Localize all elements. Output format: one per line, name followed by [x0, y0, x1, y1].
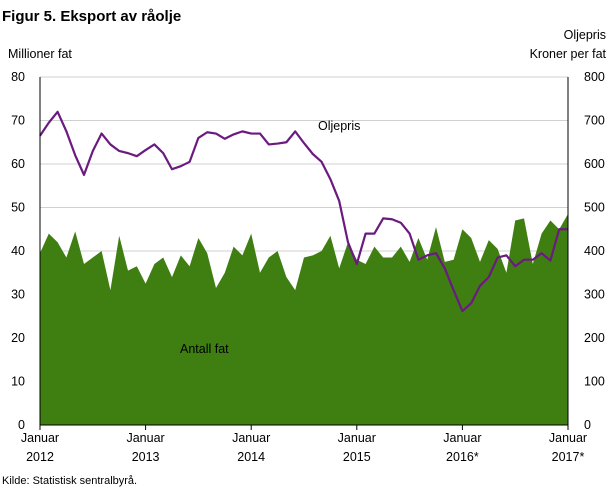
right-axis-label-line1: Oljepris [564, 28, 606, 42]
left-tick-label: 60 [11, 157, 25, 171]
oljepris-annotation: Oljepris [318, 119, 360, 133]
right-tick-label: 600 [584, 157, 605, 171]
left-axis-label: Millioner fat [8, 47, 72, 61]
right-axis-ticks: 0 100 200 300 400 500 600 700 800 [584, 70, 605, 432]
right-tick-label: 400 [584, 244, 605, 258]
x-tick-label-year: 2015 [343, 450, 371, 464]
left-tick-label: 10 [11, 375, 25, 389]
right-tick-label: 300 [584, 288, 605, 302]
oljepris-series [39, 110, 568, 313]
x-tick-label-month: Januar [21, 431, 59, 445]
x-tick-label-year: 2014 [237, 450, 265, 464]
left-tick-label: 20 [11, 331, 25, 345]
x-tick-label-year: 2017* [552, 450, 585, 464]
x-tick-label-year: 2016* [446, 450, 479, 464]
right-tick-label: 100 [584, 375, 605, 389]
left-axis-ticks: 0 10 20 30 40 50 60 70 80 [11, 70, 25, 432]
x-tick-label-month: Januar [232, 431, 270, 445]
left-tick-label: 70 [11, 114, 25, 128]
antall-fat-annotation: Antall fat [180, 342, 229, 356]
right-tick-label: 500 [584, 201, 605, 215]
right-tick-label: 0 [584, 418, 591, 432]
chart-title: Figur 5. Eksport av råolje [2, 8, 181, 25]
right-axis-label-line2: Kroner per fat [530, 47, 607, 61]
oljepris-line [39, 110, 568, 313]
right-tick-label: 700 [584, 114, 605, 128]
left-tick-label: 40 [11, 244, 25, 258]
x-tick-label-month: Januar [549, 431, 587, 445]
antall-fat-area [40, 214, 568, 425]
antall-fat-series [40, 214, 568, 425]
right-tick-label: 200 [584, 331, 605, 345]
x-tick-label-month: Januar [443, 431, 481, 445]
axes [39, 77, 569, 426]
x-axis-ticks: Januar 2012 Januar 2013 Januar 2014 Januar 2015… [21, 425, 587, 464]
source-note: Kilde: Statistisk sentralbyrå. [2, 475, 137, 487]
left-tick-label: 30 [11, 288, 25, 302]
left-tick-label: 50 [11, 201, 25, 215]
x-tick-label-year: 2012 [26, 450, 54, 464]
x-tick-label-month: Januar [126, 431, 164, 445]
x-tick-label-month: Januar [338, 431, 376, 445]
right-tick-label: 800 [584, 70, 605, 84]
left-tick-label: 80 [11, 70, 25, 84]
x-tick-label-year: 2013 [132, 450, 160, 464]
left-tick-label: 0 [18, 418, 25, 432]
